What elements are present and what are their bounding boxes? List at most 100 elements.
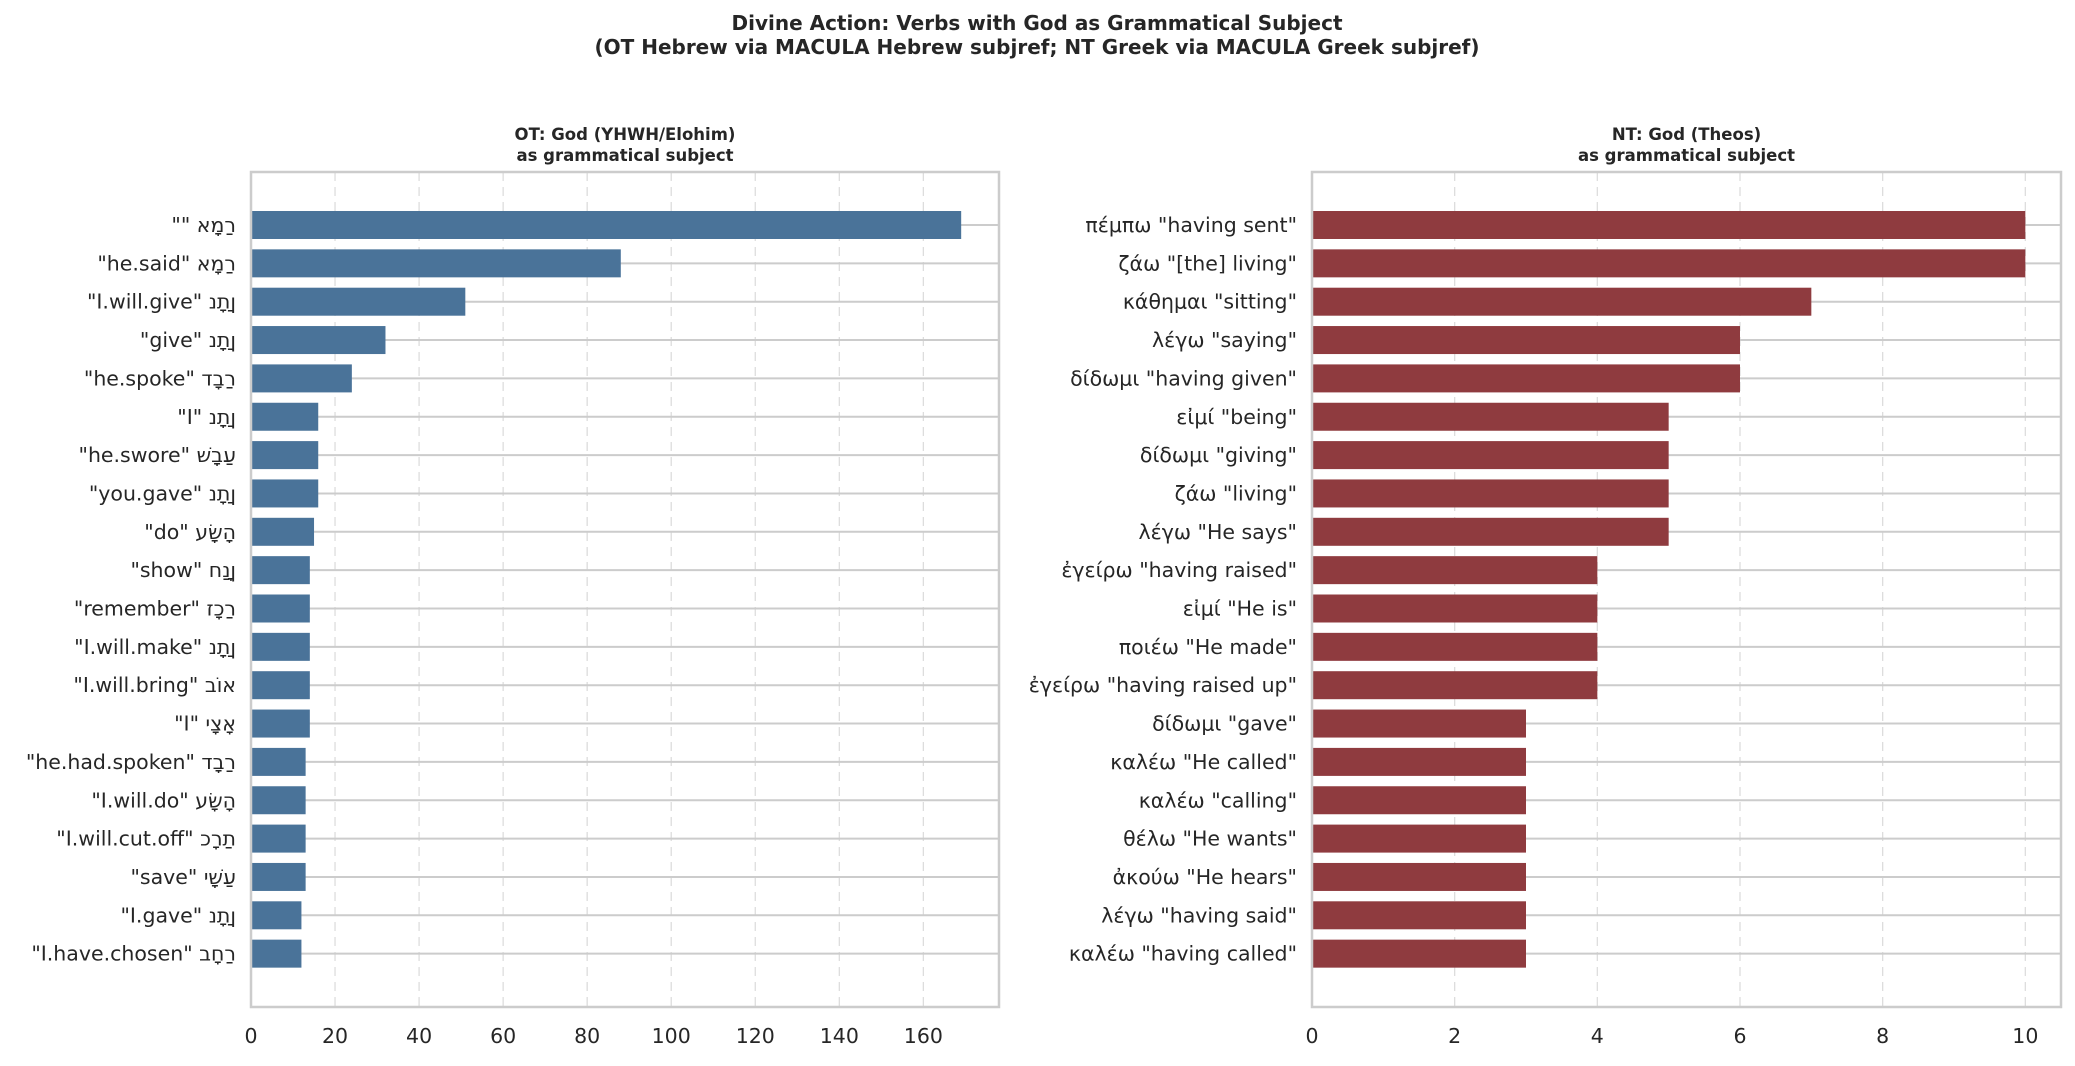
ot-x-tick-label: 60 bbox=[490, 1024, 516, 1048]
ot-x-tick-label: 160 bbox=[904, 1024, 943, 1048]
ot-bar bbox=[251, 479, 319, 508]
nt-x-tick-label: 0 bbox=[1305, 1024, 1318, 1048]
ot-category-label: ןַתָנ "you.gave" bbox=[89, 481, 236, 505]
ot-category-label: רַמָא "" bbox=[171, 213, 236, 237]
nt-bar bbox=[1312, 287, 1812, 316]
nt-bar bbox=[1312, 326, 1740, 355]
nt-bar bbox=[1312, 594, 1598, 623]
ot-bar bbox=[251, 594, 310, 623]
ot-category-label: רַמָא "he.said" bbox=[97, 251, 236, 275]
nt-bar bbox=[1312, 517, 1669, 546]
nt-bar bbox=[1312, 402, 1669, 431]
nt-chart-title-line1: NT: God (Theos) bbox=[1612, 125, 1761, 144]
nt-category-label: ἀκούω "He hears" bbox=[1113, 865, 1297, 889]
ot-category-label: רַחָב "I.have.chosen" bbox=[31, 942, 236, 966]
nt-bar bbox=[1312, 747, 1526, 776]
ot-category-label: רַבָד "he.had.spoken" bbox=[26, 750, 236, 774]
ot-category-label: ןַתָנ "I.will.give" bbox=[87, 290, 236, 314]
nt-category-label: δίδωμι "gave" bbox=[1152, 712, 1297, 736]
ot-axes-frame bbox=[249, 170, 1001, 1009]
figure-title-line2: (OT Hebrew via MACULA Hebrew subjref; NT… bbox=[594, 35, 1479, 59]
nt-category-label: εἰμί "being" bbox=[1176, 405, 1297, 429]
ot-category-label: ןָנַח "show" bbox=[130, 558, 236, 582]
ot-bar bbox=[251, 211, 962, 239]
nt-category-label: θέλω "He wants" bbox=[1123, 827, 1297, 851]
ot-category-label: רַכָז "remember" bbox=[74, 597, 236, 621]
ot-category-label: הָשָׂע "do" bbox=[144, 520, 236, 544]
ot-bar bbox=[251, 901, 302, 930]
nt-bar bbox=[1312, 709, 1526, 738]
ot-category-label: תַרָכ "I.will.cut.off" bbox=[56, 827, 236, 851]
nt-bar bbox=[1312, 901, 1526, 930]
nt-category-label: πέμπω "having sent" bbox=[1085, 213, 1297, 237]
nt-chart-title-line2: as grammatical subject bbox=[1578, 146, 1795, 165]
ot-x-tick-label: 20 bbox=[322, 1024, 348, 1048]
nt-bar bbox=[1312, 249, 2026, 278]
nt-category-label: καλέω "having called" bbox=[1069, 942, 1297, 966]
nt-category-label: κάθημαι "sitting" bbox=[1123, 290, 1297, 314]
nt-axes-frame bbox=[1310, 170, 2063, 1009]
ot-chart-title-line1: OT: God (YHWH/Elohim) bbox=[515, 125, 736, 144]
nt-bar bbox=[1312, 632, 1598, 661]
nt-bar bbox=[1312, 479, 1669, 508]
ot-bar bbox=[251, 824, 306, 853]
nt-bar bbox=[1312, 671, 1598, 700]
nt-x-tick-label: 4 bbox=[1591, 1024, 1604, 1048]
ot-category-label: עַבָשׁ "he.swore" bbox=[79, 443, 237, 467]
nt-bar bbox=[1312, 441, 1669, 470]
nt-x-tick-label: 2 bbox=[1448, 1024, 1461, 1048]
ot-bar bbox=[251, 517, 315, 546]
nt-category-label: δίδωμι "having given" bbox=[1070, 366, 1297, 390]
nt-category-label: ζάω "living" bbox=[1175, 481, 1297, 505]
ot-category-label: אָצָי "I" bbox=[174, 712, 236, 736]
nt-category-label: λέγω "He says" bbox=[1139, 520, 1298, 544]
ot-x-tick-label: 120 bbox=[736, 1024, 775, 1048]
ot-chart-panel: OT: God (YHWH/Elohim) as grammatical subj… bbox=[26, 125, 1001, 1048]
ot-category-label: עַשָׁי "save" bbox=[130, 865, 236, 889]
nt-category-label: εἰμί "He is" bbox=[1183, 597, 1297, 621]
ot-category-label: אוֹב "I.will.bring" bbox=[73, 673, 236, 697]
nt-bar bbox=[1312, 556, 1598, 585]
nt-category-label: λέγω "having said" bbox=[1101, 903, 1297, 927]
ot-bar bbox=[251, 747, 306, 776]
ot-x-tick-label: 80 bbox=[574, 1024, 600, 1048]
nt-category-label: ἐγείρω "having raised up" bbox=[1029, 673, 1297, 697]
nt-category-label: ἐγείρω "having raised" bbox=[1061, 558, 1297, 582]
ot-category-label: ןַתָנ "give" bbox=[140, 328, 236, 352]
nt-bar bbox=[1312, 824, 1526, 853]
ot-bar bbox=[251, 364, 352, 393]
ot-category-label: ןַתָנ "I.gave" bbox=[120, 903, 236, 927]
nt-bar bbox=[1312, 786, 1526, 815]
ot-bar bbox=[251, 786, 306, 815]
nt-x-tick-label: 6 bbox=[1733, 1024, 1746, 1048]
nt-category-label: καλέω "He called" bbox=[1110, 750, 1297, 774]
nt-bar bbox=[1312, 862, 1526, 891]
ot-bar bbox=[251, 441, 319, 470]
ot-x-tick-label: 40 bbox=[406, 1024, 432, 1048]
figure-title-line1: Divine Action: Verbs with God as Grammat… bbox=[731, 11, 1342, 35]
nt-category-label: καλέω "calling" bbox=[1139, 788, 1297, 812]
nt-bar bbox=[1312, 939, 1526, 968]
ot-category-label: ןַתָנ "I" bbox=[177, 405, 236, 429]
ot-bar bbox=[251, 287, 466, 316]
ot-bar bbox=[251, 709, 310, 738]
nt-category-label: ζάω "[the] living" bbox=[1118, 251, 1297, 275]
ot-bar bbox=[251, 862, 306, 891]
ot-bar bbox=[251, 326, 386, 355]
ot-chart-title-line2: as grammatical subject bbox=[516, 146, 733, 165]
ot-bar bbox=[251, 402, 319, 431]
nt-category-label: λέγω "saying" bbox=[1152, 328, 1297, 352]
nt-bar bbox=[1312, 211, 2026, 239]
nt-chart-panel: NT: God (Theos) as grammatical subject 0 2 4… bbox=[1029, 125, 2063, 1048]
nt-x-tick-label: 10 bbox=[2012, 1024, 2038, 1048]
nt-bar bbox=[1312, 364, 1740, 393]
ot-x-tick-label: 0 bbox=[244, 1024, 257, 1048]
ot-bar bbox=[251, 556, 310, 585]
ot-x-tick-label: 140 bbox=[820, 1024, 859, 1048]
ot-category-label: הָשָׂע "I.will.do" bbox=[91, 788, 236, 812]
ot-bar bbox=[251, 671, 310, 700]
nt-category-label: δίδωμι "giving" bbox=[1140, 443, 1297, 467]
nt-x-tick-label: 8 bbox=[1876, 1024, 1889, 1048]
